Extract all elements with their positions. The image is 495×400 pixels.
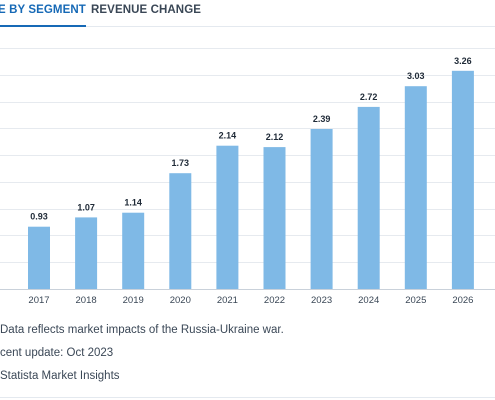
source-note: Statista Market Insights — [0, 370, 120, 382]
bar-2025 — [404, 86, 427, 289]
x-tick-2022: 2022 — [264, 295, 285, 306]
bar-2018 — [75, 217, 98, 289]
data-label-2025: 3.03 — [407, 71, 425, 81]
x-tick-2017: 2017 — [28, 295, 49, 306]
tab-revenue-by-segment[interactable]: E BY SEGMENT — [0, 4, 86, 27]
bar-2021 — [216, 145, 239, 289]
data-label-2026: 3.26 — [454, 56, 472, 66]
x-tick-2024: 2024 — [358, 295, 379, 306]
segment-tabs: E BY SEGMENT REVENUE CHANGE — [0, 0, 495, 27]
data-label-2023: 2.39 — [313, 114, 331, 124]
data-label-2021: 2.14 — [219, 131, 237, 141]
data-label-2022: 2.12 — [266, 132, 284, 142]
bar-2019 — [122, 212, 145, 289]
bar-2026 — [451, 70, 474, 289]
bar-2024 — [357, 106, 380, 290]
x-tick-2026: 2026 — [452, 295, 473, 306]
x-tick-2020: 2020 — [170, 295, 191, 306]
data-label-2018: 1.07 — [77, 202, 95, 212]
x-tick-2025: 2025 — [405, 295, 426, 306]
recent-update-note: cent update: Oct 2023 — [0, 347, 114, 359]
x-tick-2019: 2019 — [123, 295, 144, 306]
bar-2023 — [310, 129, 333, 289]
market-impact-note: Data reflects market impacts of the Russ… — [0, 324, 284, 336]
revenue-bar-chart: 0.93 2017 1.07 2018 1.14 2019 1.73 2020 2.14 2021… — [0, 48, 495, 306]
bottom-divider — [0, 397, 495, 398]
data-label-2024: 2.72 — [360, 92, 378, 102]
bar-2020 — [169, 173, 192, 289]
data-label-2020: 1.73 — [172, 158, 190, 168]
x-tick-2023: 2023 — [311, 295, 332, 306]
x-tick-2018: 2018 — [76, 295, 97, 306]
data-label-2017: 0.93 — [30, 212, 48, 222]
tab-revenue-change[interactable]: REVENUE CHANGE — [91, 4, 202, 16]
data-label-2019: 1.14 — [124, 198, 142, 208]
x-tick-2021: 2021 — [217, 295, 238, 306]
bar-2022 — [263, 147, 286, 289]
bar-2017 — [28, 226, 50, 289]
